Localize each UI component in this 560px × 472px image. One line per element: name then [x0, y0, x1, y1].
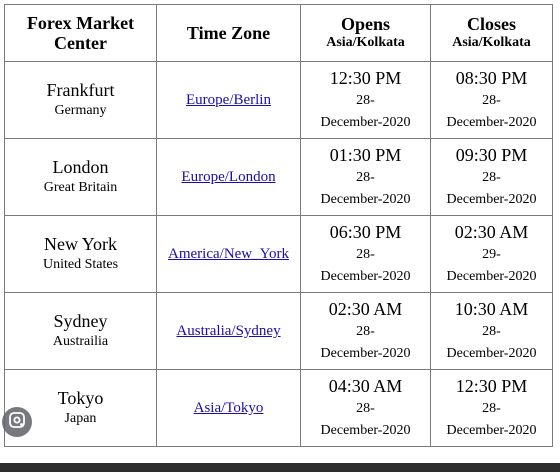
time-zone-cell: Europe/London: [156, 138, 301, 216]
closes-cell: 12:30 PM 28- December-2020: [430, 369, 553, 447]
time-zone-cell: Australia/Sydney: [156, 292, 301, 370]
market-center-cell: Frankfurt Germany: [4, 61, 157, 139]
header-closes-title: Closes: [467, 14, 516, 34]
opens-cell: 01:30 PM 28- December-2020: [300, 138, 431, 216]
header-time-zone-label: Time Zone: [186, 23, 271, 43]
time-zone-link[interactable]: Asia/Tokyo: [193, 400, 264, 416]
lens-search-icon: [8, 411, 26, 434]
close-month: December-2020: [446, 115, 537, 130]
header-market-center-line2: Center: [54, 33, 107, 53]
close-month: December-2020: [446, 192, 537, 207]
city-name: New York: [43, 234, 117, 254]
market-center-cell: Sydney Austrailia: [4, 292, 157, 370]
header-opens-title: Opens: [340, 14, 391, 34]
closes-cell: 02:30 AM 29- December-2020: [430, 215, 553, 293]
time-zone-cell: Europe/Berlin: [156, 61, 301, 139]
header-time-zone: Time Zone: [156, 4, 301, 62]
table-row: Sydney Austrailia Australia/Sydney 02:30…: [4, 292, 553, 370]
header-market-center: Forex Market Center: [4, 4, 157, 62]
close-time: 08:30 PM: [455, 68, 528, 88]
close-day: 28-: [482, 93, 501, 108]
open-time: 06:30 PM: [329, 222, 402, 242]
table-header-row: Forex Market Center Time Zone Opens Asia…: [4, 4, 553, 62]
open-day: 28-: [356, 93, 375, 108]
country-name: Great Britain: [43, 180, 118, 195]
close-time: 10:30 AM: [454, 299, 529, 319]
open-month: December-2020: [320, 192, 411, 207]
forex-market-table: Forex Market Center Time Zone Opens Asia…: [4, 4, 553, 447]
open-time: 01:30 PM: [329, 145, 402, 165]
table-row: London Great Britain Europe/London 01:30…: [4, 138, 553, 216]
header-market-center-line1: Forex Market: [26, 13, 135, 33]
open-month: December-2020: [320, 423, 411, 438]
time-zone-cell: America/New_York: [156, 215, 301, 293]
open-day: 28-: [356, 324, 375, 339]
closes-cell: 09:30 PM 28- December-2020: [430, 138, 553, 216]
opens-cell: 04:30 AM 28- December-2020: [300, 369, 431, 447]
bottom-bar: [0, 463, 560, 472]
close-month: December-2020: [446, 346, 537, 361]
close-day: 28-: [482, 170, 501, 185]
forex-table-container: Forex Market Center Time Zone Opens Asia…: [4, 4, 553, 447]
time-zone-link[interactable]: America/New_York: [168, 246, 289, 262]
time-zone-link[interactable]: Europe/Berlin: [186, 92, 271, 108]
table-row: New York United States America/New_York …: [4, 215, 553, 293]
lens-search-button[interactable]: [2, 407, 32, 437]
open-month: December-2020: [320, 115, 411, 130]
open-day: 28-: [356, 170, 375, 185]
close-day: 28-: [482, 324, 501, 339]
header-opens: Opens Asia/Kolkata: [300, 4, 431, 62]
country-name: Japan: [64, 411, 97, 426]
open-month: December-2020: [320, 346, 411, 361]
country-name: Germany: [54, 103, 107, 118]
header-closes-sub: Asia/Kolkata: [452, 35, 531, 50]
city-name: Frankfurt: [46, 80, 115, 100]
city-name: Tokyo: [57, 388, 104, 408]
close-time: 09:30 PM: [455, 145, 528, 165]
open-time: 12:30 PM: [329, 68, 402, 88]
open-day: 28-: [356, 247, 375, 262]
country-name: United States: [42, 257, 119, 272]
market-center-cell: Tokyo Japan: [4, 369, 157, 447]
country-name: Austrailia: [52, 334, 109, 349]
close-day: 28-: [482, 401, 501, 416]
close-time: 02:30 AM: [454, 222, 529, 242]
time-zone-link[interactable]: Australia/Sydney: [176, 323, 281, 339]
close-month: December-2020: [446, 269, 537, 284]
opens-cell: 02:30 AM 28- December-2020: [300, 292, 431, 370]
close-month: December-2020: [446, 423, 537, 438]
market-center-cell: New York United States: [4, 215, 157, 293]
opens-cell: 06:30 PM 28- December-2020: [300, 215, 431, 293]
market-center-cell: London Great Britain: [4, 138, 157, 216]
close-day: 29-: [482, 247, 501, 262]
open-time: 02:30 AM: [328, 299, 403, 319]
city-name: London: [52, 157, 109, 177]
open-month: December-2020: [320, 269, 411, 284]
opens-cell: 12:30 PM 28- December-2020: [300, 61, 431, 139]
table-row: Tokyo Japan Asia/Tokyo 04:30 AM 28- Dece…: [4, 369, 553, 447]
city-name: Sydney: [53, 311, 108, 331]
table-row: Frankfurt Germany Europe/Berlin 12:30 PM…: [4, 61, 553, 139]
close-time: 12:30 PM: [455, 376, 528, 396]
header-closes: Closes Asia/Kolkata: [430, 4, 553, 62]
time-zone-link[interactable]: Europe/London: [181, 169, 276, 185]
open-day: 28-: [356, 401, 375, 416]
time-zone-cell: Asia/Tokyo: [156, 369, 301, 447]
closes-cell: 10:30 AM 28- December-2020: [430, 292, 553, 370]
closes-cell: 08:30 PM 28- December-2020: [430, 61, 553, 139]
header-opens-sub: Asia/Kolkata: [326, 35, 405, 50]
open-time: 04:30 AM: [328, 376, 403, 396]
